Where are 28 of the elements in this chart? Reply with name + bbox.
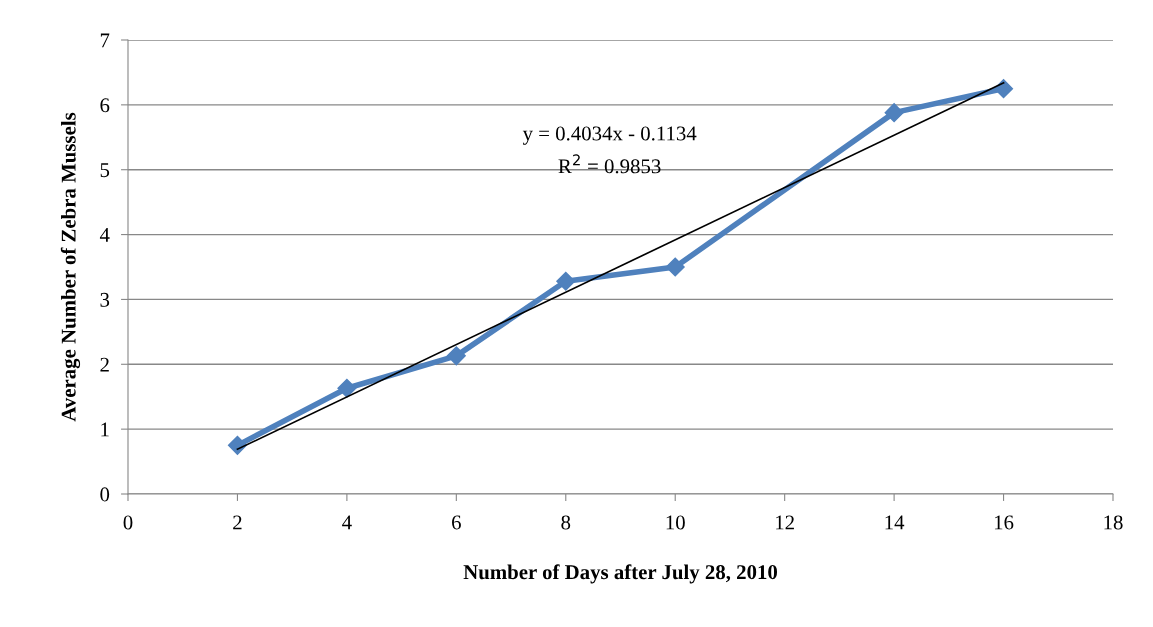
point [665, 257, 685, 277]
y-tick-label: 7 [100, 33, 110, 48]
annotation: y = 0.4034x - 0.1134 [522, 126, 697, 145]
y-tick-label: 5 [100, 163, 110, 178]
y-tick-label: 2 [100, 357, 109, 372]
y-tick-label: 4 [99, 228, 110, 242]
x-axis-title: Number of Days after July 28, 2010 [463, 564, 778, 584]
y-tick-label: 3 [100, 292, 110, 307]
x-tick-label: 18 [1104, 515, 1123, 530]
x-tick-label: 8 [561, 515, 571, 530]
annotation: R$^{2}$ = 0.9853 [558, 154, 661, 174]
x-tick-label: 4 [342, 515, 352, 530]
x-tick-label: 6 [452, 515, 461, 530]
point [556, 271, 576, 291]
y-axis-title: Average Number of Zebra Mussels [60, 112, 81, 422]
point [884, 103, 904, 123]
point [337, 378, 357, 398]
x-tick-label: 12 [776, 515, 794, 530]
point [446, 346, 466, 366]
x-tick-label: 0 [123, 515, 133, 530]
y-tick-label: 6 [100, 98, 110, 113]
y-tick-label: 1 [101, 422, 109, 437]
y-tick-label: 0 [100, 487, 110, 502]
x-tick-label: 16 [994, 515, 1014, 530]
x-tick-label: 10 [666, 515, 685, 530]
x-tick-label: 14 [885, 515, 905, 530]
x-tick-label: 2 [233, 515, 242, 530]
point [227, 435, 247, 455]
